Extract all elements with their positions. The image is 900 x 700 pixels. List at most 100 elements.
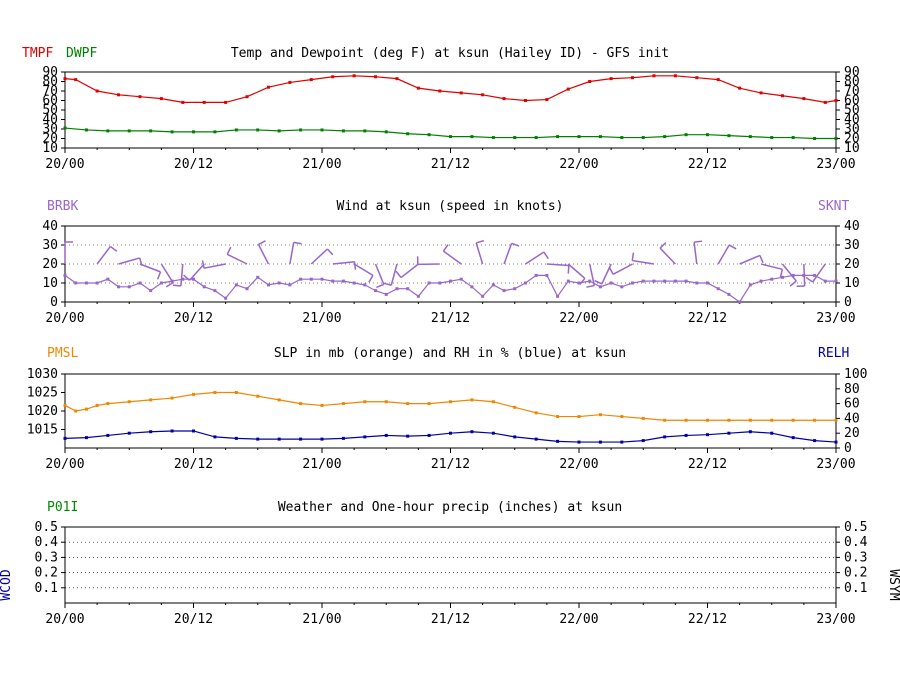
precip-chart-title: Weather and One-hour precip (inches) at … bbox=[278, 500, 622, 515]
pmsl-point bbox=[363, 400, 367, 404]
dwpf-point bbox=[706, 133, 709, 137]
sknt-point bbox=[748, 283, 752, 287]
relh-point bbox=[770, 431, 774, 435]
temp-y-tick-label-right: 80 bbox=[844, 75, 860, 90]
dwpf-point bbox=[234, 128, 238, 132]
wind-barb bbox=[567, 263, 586, 279]
pmsl-line bbox=[64, 391, 836, 421]
wind-barb-flag bbox=[258, 240, 266, 246]
wind-barb-flag bbox=[659, 242, 667, 249]
sknt-point bbox=[138, 281, 142, 285]
wind-barb-flag bbox=[326, 248, 334, 256]
sknt-point bbox=[780, 275, 784, 279]
wind-barb bbox=[332, 260, 355, 265]
precip-x-tick-label: 20/00 bbox=[45, 612, 84, 627]
precip-y-tick-label-right: 0.2 bbox=[844, 566, 867, 581]
temp-y-tick-label: 70 bbox=[42, 84, 58, 99]
temp-y-tick-label: 10 bbox=[42, 141, 58, 156]
wind-x-tick-label: 21/00 bbox=[302, 311, 341, 326]
sknt-point bbox=[823, 279, 827, 283]
relh-point bbox=[384, 433, 388, 437]
wind-x-tick-label: 21/12 bbox=[431, 311, 470, 326]
tmpf-point bbox=[759, 91, 763, 95]
slp-rh-panel: 20/00 20/12 21/00 21/12 22/00 22/12 23/00 1015 1… bbox=[27, 367, 868, 472]
rh-y-tick-label-right: 60 bbox=[844, 397, 860, 412]
precip-y-tick-label: 0.5 bbox=[35, 520, 58, 535]
rh-y-tick-label-right: 20 bbox=[844, 426, 860, 441]
wind-barb bbox=[760, 263, 783, 271]
sknt-point bbox=[106, 277, 110, 281]
temp-x-tick-label: 20/00 bbox=[45, 157, 84, 172]
pmsl-point bbox=[577, 415, 581, 419]
sknt-point bbox=[652, 279, 656, 283]
sknt-point bbox=[545, 273, 549, 277]
dwpf-point bbox=[684, 133, 688, 137]
wind-barb bbox=[475, 242, 484, 265]
pmsl-point bbox=[63, 403, 67, 407]
dwpf-point bbox=[598, 135, 602, 139]
pmsl-point bbox=[834, 418, 838, 422]
precip-x-tick-label: 21/12 bbox=[431, 612, 470, 627]
sknt-point bbox=[192, 277, 195, 281]
relh-point bbox=[341, 436, 345, 440]
relh-point bbox=[234, 436, 238, 440]
precip-y-tick-label: 0.3 bbox=[35, 550, 58, 565]
relh-point bbox=[556, 439, 560, 443]
wind-barb-flag bbox=[383, 282, 392, 286]
dwpf-point bbox=[320, 128, 324, 132]
wind-chart-title: Wind at ksun (speed in knots) bbox=[337, 199, 564, 214]
wind-x-tick-label: 22/00 bbox=[559, 311, 598, 326]
sknt-point bbox=[791, 273, 795, 277]
dwpf-point bbox=[791, 136, 795, 140]
wind-barb bbox=[503, 243, 513, 265]
sknt-point bbox=[598, 285, 602, 289]
wind-barb bbox=[390, 263, 398, 286]
tmpf-point bbox=[588, 80, 592, 83]
dwpf-point bbox=[170, 130, 174, 134]
sknt-point bbox=[577, 281, 581, 285]
tmpf-point bbox=[416, 86, 420, 90]
precip-x-tick-label: 20/12 bbox=[174, 612, 213, 627]
wind-barb-flag bbox=[608, 266, 614, 275]
wind-barb-flag bbox=[805, 276, 814, 283]
wind-barb-flag bbox=[183, 274, 190, 281]
tmpf-point bbox=[181, 100, 185, 104]
relh-point bbox=[534, 437, 538, 441]
sknt-point bbox=[449, 279, 452, 283]
slp-x-tick-label: 22/12 bbox=[688, 457, 727, 472]
sknt-point bbox=[74, 281, 78, 285]
relh-point bbox=[577, 440, 581, 444]
wcod-label: WCOD bbox=[0, 569, 14, 600]
tmpf-point bbox=[245, 95, 249, 99]
temp-x-tick-label: 21/00 bbox=[302, 157, 341, 172]
tmpf-point bbox=[224, 100, 228, 104]
relh-point bbox=[213, 435, 217, 439]
pmsl-label: PMSL bbox=[47, 346, 78, 361]
wind-barb bbox=[632, 259, 655, 265]
tmpf-point bbox=[202, 100, 206, 104]
tmpf-point bbox=[266, 85, 270, 89]
wind-y-tick-label-right: 10 bbox=[844, 276, 860, 291]
sknt-point bbox=[245, 287, 249, 291]
precip-y-tick-label: 0.4 bbox=[35, 535, 59, 550]
pmsl-point bbox=[256, 394, 260, 398]
relh-point bbox=[791, 436, 795, 440]
precip-y-tick-label: 0.2 bbox=[35, 566, 58, 581]
pmsl-point bbox=[491, 400, 495, 404]
dwpf-point bbox=[641, 136, 645, 140]
tmpf-point bbox=[481, 93, 485, 97]
precip-y-tick-label-right: 0.5 bbox=[844, 520, 867, 535]
wind-barb bbox=[374, 263, 385, 285]
wind-barb-flag bbox=[475, 239, 485, 244]
tmpf-point bbox=[834, 99, 838, 102]
dwpf-point bbox=[256, 128, 260, 132]
sknt-point bbox=[834, 279, 838, 283]
precip-y-tick-label-right: 0.1 bbox=[844, 581, 867, 596]
temp-y-tick-label: 20 bbox=[42, 132, 58, 147]
sknt-point bbox=[727, 292, 731, 296]
dwpf-point bbox=[127, 129, 131, 133]
dwpf-point bbox=[491, 136, 495, 140]
wind-x-tick-label: 23/00 bbox=[816, 311, 855, 326]
pmsl-point bbox=[684, 418, 688, 422]
sknt-point bbox=[673, 279, 677, 283]
